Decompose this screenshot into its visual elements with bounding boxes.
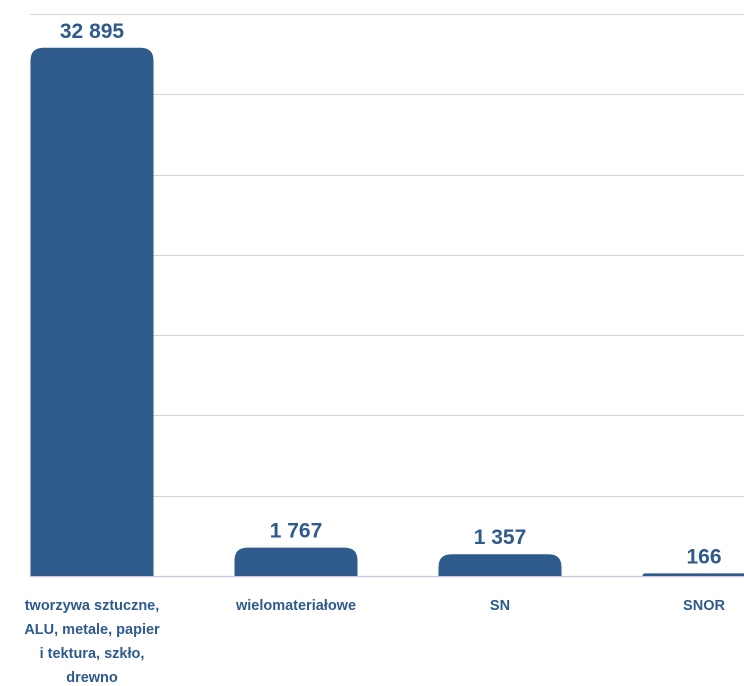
category-label-4: SNOR [683,598,725,614]
category-label-line: drewno [66,670,118,686]
category-label-3: SN [490,598,510,614]
data-label-3: 1 357 [474,526,527,549]
category-label-2: wielomateriałowe [235,598,356,614]
category-label-line: ALU, metale, papier [24,622,160,638]
category-label-line: tworzywa sztuczne, [25,598,160,614]
category-label-line: i tektura, szkło, [40,646,145,662]
value-labels: 32 895 1 767 1 357 166 [60,20,722,569]
bar-2 [234,547,358,576]
category-label-line: SN [490,598,510,614]
bar-1 [30,47,154,576]
category-label-line: SNOR [683,598,725,614]
data-label-1: 32 895 [60,20,125,43]
category-labels: tworzywa sztuczne, ALU, metale, papier i t… [24,598,725,686]
data-label-2: 1 767 [270,520,323,543]
bar-4 [642,573,744,576]
bars [30,47,744,576]
data-label-4: 166 [686,545,721,568]
category-label-line: wielomateriałowe [235,598,356,614]
category-label-1: tworzywa sztuczne, ALU, metale, papier i t… [24,598,160,686]
bar-3 [438,554,562,576]
